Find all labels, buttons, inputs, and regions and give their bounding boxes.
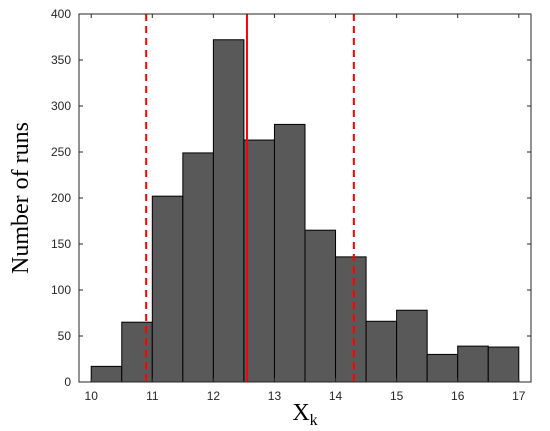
y-tick-label: 400: [51, 7, 71, 21]
histogram-bar: [90, 365, 123, 383]
x-tick-label: 10: [85, 389, 99, 403]
y-tick-label: 250: [51, 145, 71, 159]
x-tick-label: 15: [390, 389, 404, 403]
histogram-bar: [365, 320, 398, 383]
y-tick-label: 350: [51, 53, 71, 67]
histogram-bar: [243, 139, 275, 383]
x-axis-title-subscript: k: [310, 412, 318, 429]
x-tick-label: 11: [146, 389, 159, 403]
histogram-bar: [304, 229, 337, 383]
y-tick-label: 0: [64, 375, 71, 389]
y-axis-ticks: 0 50 100 150 200 250 300 350 400: [51, 7, 531, 389]
histogram-bar: [151, 195, 184, 383]
y-tick-label: 50: [58, 329, 72, 343]
bars-group: [90, 39, 520, 383]
x-tick-label: 16: [451, 389, 465, 403]
y-tick-label: 100: [51, 283, 71, 297]
histogram-bar: [121, 321, 153, 383]
y-tick-label: 300: [51, 99, 71, 113]
y-axis-title: Number of runs: [8, 122, 34, 274]
x-tick-label: 13: [268, 389, 282, 403]
y-tick-label: 200: [51, 191, 71, 205]
histogram-bar: [273, 123, 306, 383]
histogram-bar: [426, 353, 459, 383]
histogram-bar: [335, 256, 367, 383]
histogram-bar: [212, 39, 245, 383]
x-tick-label: 12: [207, 389, 221, 403]
x-axis-title: Xk: [292, 400, 317, 429]
reference-lines-group: [145, 14, 355, 382]
x-tick-label: 17: [512, 389, 526, 403]
histogram-bar: [396, 309, 428, 383]
x-tick-label: 14: [329, 389, 343, 403]
histogram-bar: [487, 346, 520, 383]
histogram-bar: [182, 152, 214, 383]
x-axis-title-main: X: [292, 400, 309, 426]
x-axis-ticks: 10 11 12 13 14 15 16 17: [85, 14, 526, 403]
histogram-bar: [457, 345, 489, 383]
y-tick-label: 150: [51, 237, 71, 251]
